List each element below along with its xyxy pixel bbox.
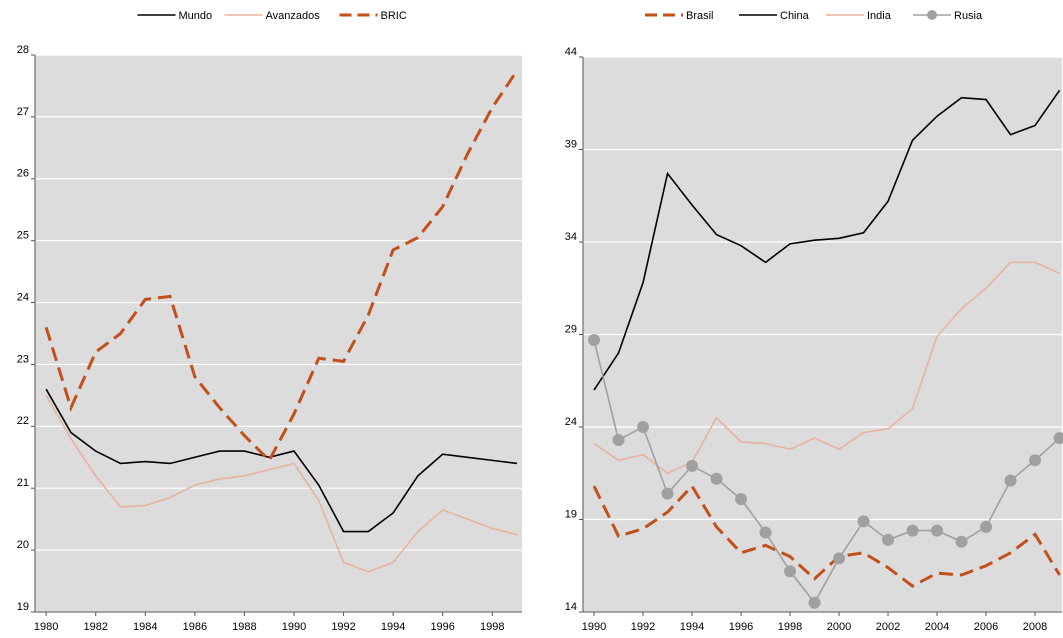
series-line: [45, 394, 518, 573]
x-tick-label: 1994: [680, 621, 704, 633]
legend: Brasil China India Rusia: [645, 10, 983, 22]
x-tick-label: 2002: [876, 621, 900, 633]
series-marker: [882, 533, 895, 546]
series-marker: [637, 421, 650, 433]
y-tick-label: 27: [17, 106, 29, 118]
series-marker: [588, 334, 601, 347]
legend: Mundo Avanzados BRIC: [137, 10, 407, 22]
y-tick-label: 26: [17, 168, 29, 180]
x-tick-label: 2006: [974, 621, 998, 633]
legend-label: Mundo: [179, 10, 213, 22]
y-tick-label: 44: [565, 46, 577, 58]
x-tick-label: 2000: [827, 621, 851, 633]
legend-label: India: [867, 10, 892, 22]
series-marker: [833, 552, 846, 565]
y-tick-label: 28: [17, 44, 29, 56]
x-tick-label: 1992: [631, 621, 655, 633]
y-tick-label: 21: [17, 477, 29, 489]
series-marker: [661, 487, 674, 500]
series-line: [593, 261, 1060, 475]
legend-label: Rusia: [954, 10, 983, 22]
series-line: [592, 483, 1061, 588]
legend-label: China: [780, 10, 810, 22]
x-tick-label: 1990: [582, 621, 606, 633]
series-marker: [784, 565, 797, 578]
x-tick-label: 1998: [778, 621, 802, 633]
y-tick-label: 25: [17, 230, 29, 242]
y-tick-label: 22: [17, 415, 29, 427]
y-tick-label: 34: [565, 231, 577, 243]
x-tick-label: 1996: [729, 621, 753, 633]
y-tick-label: 39: [565, 138, 577, 150]
y-tick-label: 19: [17, 601, 29, 613]
y-tick-label: 20: [17, 539, 29, 551]
x-tick-label: 2008: [1023, 621, 1047, 633]
x-tick-label: 1988: [232, 621, 256, 633]
series-line: [593, 89, 1061, 391]
series-marker: [759, 526, 772, 539]
series-line: [45, 388, 518, 533]
x-tick-label: 2004: [925, 621, 949, 633]
x-tick-label: 1986: [183, 621, 207, 633]
series-marker: [931, 524, 944, 537]
legend-marker: [927, 10, 937, 20]
legend-label: Avanzados: [266, 10, 321, 22]
series-marker: [686, 459, 699, 472]
series-marker: [955, 535, 968, 548]
x-tick-label: 1980: [34, 621, 58, 633]
y-tick-label: 23: [17, 353, 29, 365]
x-tick-label: 1992: [331, 621, 355, 633]
x-tick-label: 1984: [133, 621, 157, 633]
series-marker: [735, 493, 748, 506]
plot-area: [35, 55, 522, 612]
legend-label: Brasil: [686, 10, 714, 22]
y-tick-label: 29: [565, 323, 577, 335]
y-tick-label: 24: [17, 291, 29, 303]
series-marker: [857, 515, 870, 528]
series-marker: [1029, 454, 1042, 467]
series-marker: [980, 520, 993, 533]
x-tick-label: 1998: [480, 621, 504, 633]
legend-label: BRIC: [381, 10, 407, 22]
series-marker: [906, 524, 919, 537]
y-tick-label: 24: [565, 416, 577, 428]
series-marker: [710, 472, 723, 485]
series-marker: [1053, 432, 1063, 445]
series-line: [44, 69, 519, 463]
x-tick-label: 1982: [83, 621, 107, 633]
series-marker: [1004, 474, 1017, 487]
y-tick-label: 14: [565, 601, 577, 613]
series-marker: [612, 433, 625, 446]
series-marker: [808, 596, 821, 609]
x-tick-label: 1990: [282, 621, 306, 633]
x-tick-label: 1994: [381, 621, 405, 633]
x-tick-label: 1996: [430, 621, 454, 633]
y-tick-label: 19: [565, 508, 577, 520]
